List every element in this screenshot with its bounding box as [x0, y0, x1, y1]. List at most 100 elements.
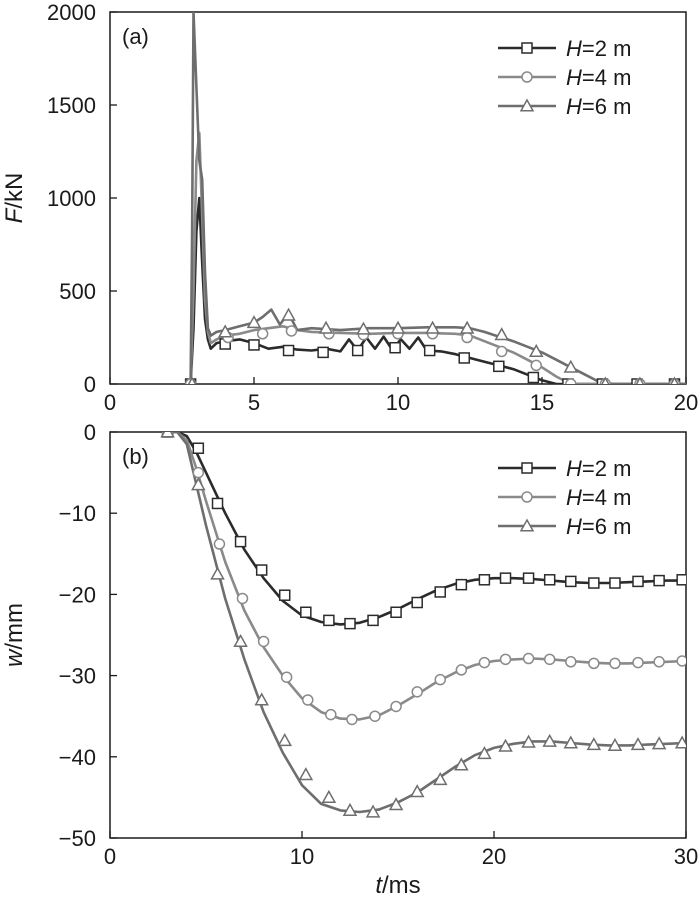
panel-a-legend-label-var: H	[566, 94, 582, 119]
panel-b-series-1-point	[653, 574, 665, 587]
panel-b-panel-label: (b)	[122, 444, 149, 469]
panel-a-y-tick-label: 2000	[47, 0, 96, 25]
panel-a-series-3-point	[528, 343, 544, 357]
panel-b-series-2-point	[522, 652, 535, 665]
panel-b-y-tick-label: 0	[84, 420, 96, 445]
panel-a-series-1-point	[248, 339, 260, 351]
panel-b-legend: H=2 mH=4 mH=6 m	[498, 456, 631, 539]
panel-b-series-3-point	[477, 746, 492, 760]
panel-b-series-2-point	[588, 657, 600, 670]
panel-b-legend-label-rest: =2 m	[582, 456, 632, 481]
panel-a-series-1-point	[317, 346, 329, 359]
panel-b-series-2-point	[653, 656, 665, 668]
panel-a-legend-label: H=2 m	[566, 36, 631, 61]
panel-b-series-1-point	[499, 572, 512, 584]
panel-b-series-1-point	[278, 589, 291, 601]
panel-b-series-2-point	[325, 708, 337, 721]
panel-b-legend-label-rest: =6 m	[582, 514, 632, 539]
panel-a-legend-label: H=4 m	[566, 65, 631, 90]
panel-b-series-1-point	[255, 564, 268, 576]
panel-b-series-2-point	[543, 653, 556, 666]
panel-b-series-3-point	[210, 566, 225, 580]
panel-a-legend: H=2 m H=4 m H=6 m	[498, 36, 631, 119]
panel-a-series-3-point	[187, 376, 197, 384]
panel-b-series-3-point	[160, 432, 175, 438]
panel-a-series-3-point	[563, 359, 579, 373]
panel-b-x-tick-label: 20	[482, 844, 506, 869]
panel-b-series-1-point	[323, 614, 335, 627]
panel-b-series-2-point	[455, 664, 468, 676]
panel-b-series-1-point	[367, 614, 379, 627]
panel-b-series-3-point	[586, 737, 602, 751]
panel-b-series-1-point	[211, 497, 224, 510]
panel-a-series-1-point	[458, 352, 470, 364]
panel-b-series-3-point	[521, 734, 536, 748]
panel-b-y-axis-label-var: w	[1, 648, 28, 667]
panel-b-series-2-point	[478, 656, 491, 669]
panel-a-series-3-point	[390, 320, 406, 334]
panel-b-series-2-point	[609, 657, 621, 670]
panel-b-series-2-point	[390, 700, 402, 713]
panel-b-data	[160, 432, 686, 818]
panel-a-series-2-point	[285, 325, 298, 337]
panel-b-series-3-point	[563, 735, 579, 749]
panel-a-series-3-point	[601, 376, 610, 384]
panel-b-series-3-point	[298, 767, 314, 781]
panel-a-series-1-point	[282, 344, 295, 357]
panel-a-series-2-point	[495, 345, 508, 358]
panel-b-series-2-point	[676, 655, 686, 667]
panel-a-y-tick-label: 1500	[47, 93, 96, 118]
panel-a-series-2-point	[565, 378, 577, 384]
panel-b-series-1-point	[455, 578, 468, 591]
panel-b-legend-label-var: H	[566, 514, 582, 539]
panel-a-y-axis-label-var: F	[1, 207, 28, 223]
panel-b-x-axis-label-unit: /ms	[382, 872, 421, 899]
panel-a-x-tick-label: 5	[248, 390, 260, 415]
panel-a-legend-marker	[521, 42, 533, 54]
panel-a-legend-label: H=6 m	[566, 94, 631, 119]
panel-b-series-2-point	[411, 686, 423, 698]
panel-a-legend-label-var: H	[566, 65, 582, 90]
panel-b-series-1-point	[300, 606, 312, 619]
panel-b-y-tick-label: −20	[59, 582, 96, 607]
panel-b-legend-label-var: H	[566, 485, 582, 510]
panel-b-series-3-point	[432, 771, 448, 786]
panel-b-series-1-point	[234, 535, 247, 548]
panel-b-x-tick-label: 0	[104, 844, 116, 869]
panel-b-series-3-point	[542, 733, 557, 747]
panel-b-series-2-point	[213, 538, 226, 550]
panel-b-series-3-point	[365, 804, 381, 818]
panel-b-series-3-point	[651, 736, 667, 750]
panel-a-y-tick-label: 1000	[47, 186, 96, 211]
panel-b-series-1-point	[192, 442, 205, 454]
panel-b-legend-label: H=4 m	[566, 485, 631, 510]
panel-a-y-tick-label: 0	[84, 372, 96, 397]
panel-b-series-1-point	[411, 596, 423, 609]
panel-b-legend-marker	[521, 462, 533, 474]
panel-b-series-3-point	[674, 735, 686, 749]
panel-b-x-axis-label-var: t	[375, 872, 383, 899]
panel-b-y-axis-label: w/mm	[1, 603, 28, 667]
panel-b-series-2-point	[257, 635, 270, 648]
panel-b-series-1-point	[522, 572, 535, 584]
panel-a-series-1-point	[351, 344, 364, 357]
panel-b-series-2-point	[302, 694, 314, 706]
panel-a-series-3-point	[459, 320, 475, 334]
panel-b-y-axis-label-unit: /mm	[1, 603, 28, 650]
panel-a-y-axis-label-unit: /kN	[1, 173, 28, 209]
panel-b-series-3-point	[409, 784, 425, 798]
panel-a-legend-marker	[519, 98, 535, 112]
panel-b-x-axis-label: t/ms	[375, 872, 420, 899]
panel-b-series-3-point	[388, 797, 404, 811]
panel-a-legend-marker	[521, 71, 533, 83]
panel-b-series-3-point	[607, 737, 623, 751]
panel-a-legend-label-var: H	[566, 36, 582, 61]
panel-b-series-2-point	[499, 653, 512, 666]
panel-b-legend-label-rest: =4 m	[582, 485, 632, 510]
panel-a-series-3-point	[425, 320, 440, 334]
panel-b-series-3-point	[321, 789, 337, 803]
panel-b-x-tick-label: 10	[290, 844, 314, 869]
panel-b-series-3-point	[630, 737, 646, 751]
